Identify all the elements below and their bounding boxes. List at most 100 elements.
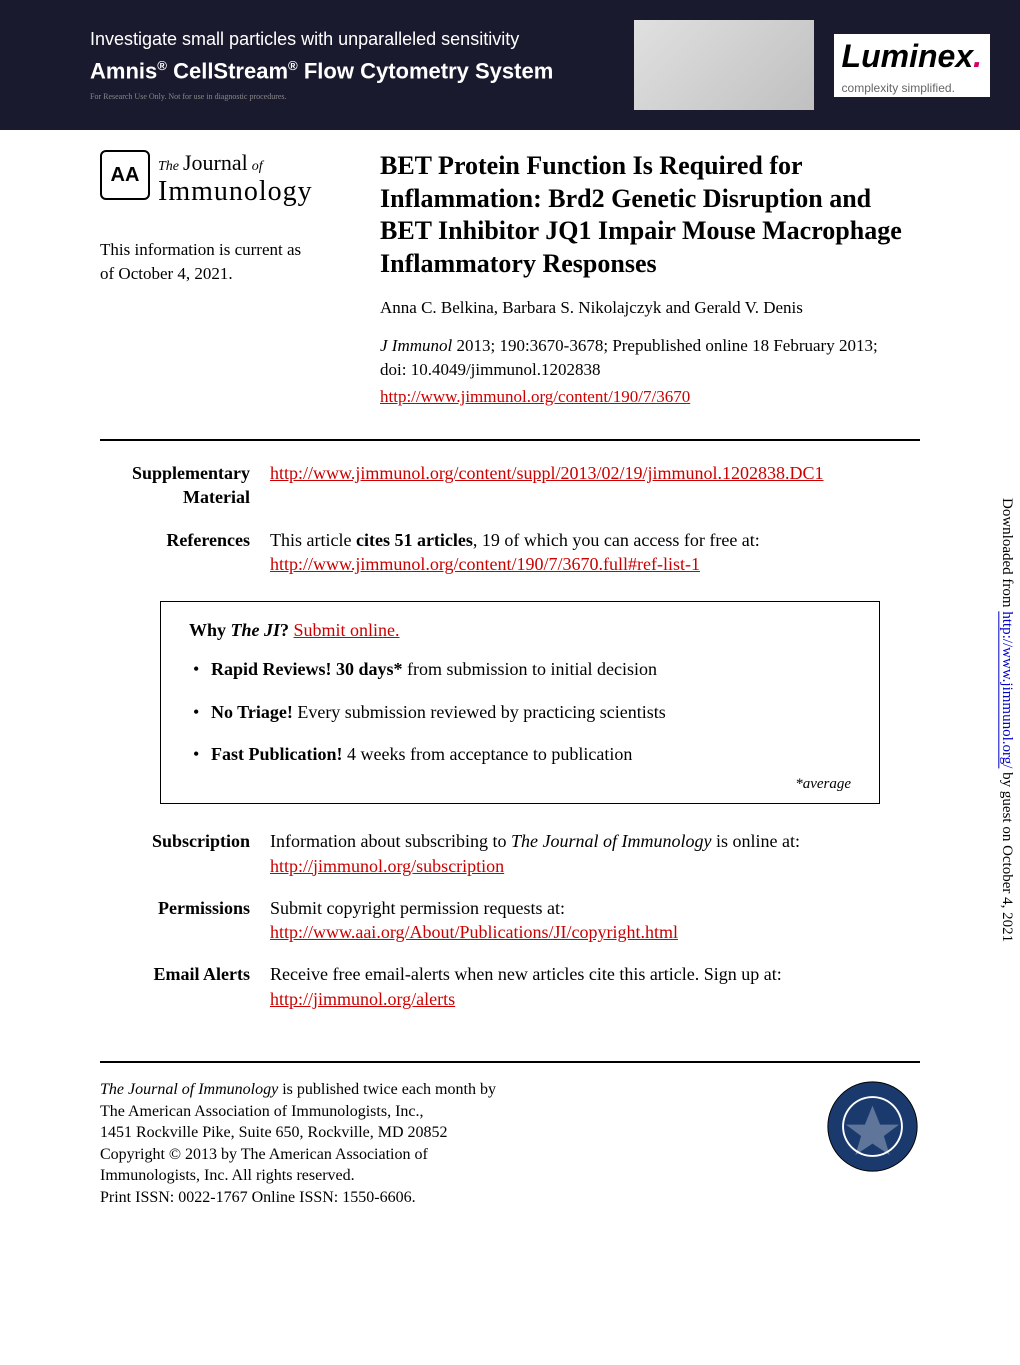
why2b: Every submission reviewed by practicing … <box>293 702 666 722</box>
banner-disclaimer: For Research Use Only. Not for use in di… <box>90 92 614 101</box>
article-url-link[interactable]: http://www.jimmunol.org/content/190/7/36… <box>380 385 920 409</box>
footer-l4: Copyright © 2013 by The American Associa… <box>100 1146 428 1163</box>
why-c: ? <box>280 620 289 640</box>
submit-online-link[interactable]: Submit online. <box>294 620 400 640</box>
sub-c: is online at: <box>711 831 800 851</box>
refs-b: cites 51 articles <box>356 530 473 550</box>
supplementary-link[interactable]: http://www.jimmunol.org/content/suppl/20… <box>270 463 824 483</box>
permissions-content: Submit copyright permission requests at:… <box>270 896 920 945</box>
title-column: BET Protein Function Is Required for Inf… <box>380 150 920 409</box>
logo-column: AA The Journal of Immunology This inform… <box>100 150 380 409</box>
brand-tagline: complexity simplified. <box>834 79 990 97</box>
perm-text: Submit copyright permission requests at: <box>270 898 565 918</box>
permissions-row: Permissions Submit copyright permission … <box>100 896 920 945</box>
references-label: References <box>100 528 270 577</box>
refs-c: , 19 of which you can access for free at… <box>473 530 760 550</box>
download-side-tab: Downloaded from http://www.jimmunol.org/… <box>994 490 1020 950</box>
footer-l6: Print ISSN: 0022-1767 Online ISSN: 1550-… <box>100 1189 416 1206</box>
supplementary-label: Supplementary Material <box>100 461 270 510</box>
supplementary-content: http://www.jimmunol.org/content/suppl/20… <box>270 461 920 510</box>
avg-text: average <box>803 776 851 792</box>
side-tab-link[interactable]: http://www.jimmunol.org/ <box>999 611 1015 768</box>
citation-rest: 2013; 190:3670-3678; Prepublished online… <box>452 336 877 355</box>
references-link[interactable]: http://www.jimmunol.org/content/190/7/36… <box>270 554 700 574</box>
journal-logo: AA The Journal of Immunology <box>100 150 380 208</box>
email-alerts-content: Receive free email-alerts when new artic… <box>270 962 920 1011</box>
citation-journal: J Immunol <box>380 336 452 355</box>
subscription-link[interactable]: http://jimmunol.org/subscription <box>270 856 504 876</box>
why-item-fast: Fast Publication! 4 weeks from acceptanc… <box>189 742 851 766</box>
references-row: References This article cites 51 article… <box>100 528 920 577</box>
brand-name: Luminex. <box>834 34 990 79</box>
refs-a: This article <box>270 530 356 550</box>
currency-info: This information is current as of Octobe… <box>100 238 380 286</box>
brand-text: Luminex <box>842 38 974 74</box>
why1b: from submission to initial decision <box>403 659 658 679</box>
banner-text: Investigate small particles with unparal… <box>90 29 614 101</box>
footer-l1b: is published twice each month by <box>278 1081 496 1098</box>
citation-doi: doi: 10.4049/jimmunol.1202838 <box>380 360 601 379</box>
why2a: No Triage! <box>211 702 293 722</box>
aai-seal-icon <box>825 1079 920 1174</box>
brand-logo: Luminex. complexity simplified. <box>834 34 990 97</box>
why-item-rapid: Rapid Reviews! 30 days* from submission … <box>189 657 851 681</box>
banner-brand-a: Amnis <box>90 58 157 83</box>
footer-l5: Immunologists, Inc. All rights reserved. <box>100 1167 355 1184</box>
banner-headline: Investigate small particles with unparal… <box>90 29 614 50</box>
footer-text: The Journal of Immunology is published t… <box>100 1079 795 1209</box>
brand-dot-icon: . <box>973 38 982 74</box>
why3a: Fast Publication! <box>211 744 343 764</box>
alerts-text: Receive free email-alerts when new artic… <box>270 964 782 984</box>
email-alerts-label: Email Alerts <box>100 962 270 1011</box>
logo-text: The Journal of Immunology <box>158 150 313 208</box>
banner-decoration <box>30 35 70 95</box>
ad-banner: Investigate small particles with unparal… <box>0 0 1020 130</box>
footer-divider <box>100 1061 920 1063</box>
why-b: The JI <box>231 620 281 640</box>
header-section: AA The Journal of Immunology This inform… <box>0 130 1020 419</box>
subscription-row: Subscription Information about subscribi… <box>100 829 920 878</box>
currency-line1: This information is current as <box>100 240 301 259</box>
banner-product-image <box>634 20 814 110</box>
email-alerts-link[interactable]: http://jimmunol.org/alerts <box>270 989 455 1009</box>
banner-product: Amnis® CellStream® Flow Cytometry System <box>90 58 614 84</box>
sub-b: The Journal of Immunology <box>511 831 711 851</box>
subscription-label: Subscription <box>100 829 270 878</box>
why-item-triage: No Triage! Every submission reviewed by … <box>189 700 851 724</box>
why3b: 4 weeks from acceptance to publication <box>343 744 633 764</box>
article-authors: Anna C. Belkina, Barbara S. Nikolajczyk … <box>380 296 920 320</box>
side-b: by guest on October 4, 2021 <box>999 768 1015 942</box>
avg-star: * <box>795 776 803 792</box>
article-citation: J Immunol 2013; 190:3670-3678; Prepublis… <box>380 334 920 409</box>
reg-mark: ® <box>157 58 167 73</box>
why1star: * <box>394 659 403 679</box>
logo-journal: Journal <box>183 150 248 175</box>
why1a: Rapid Reviews! 30 days <box>211 659 394 679</box>
logo-the: The <box>158 159 179 174</box>
footer-l2: The American Association of Immunologist… <box>100 1103 424 1120</box>
footer-l3: 1451 Rockville Pike, Suite 650, Rockvill… <box>100 1124 448 1141</box>
footer-section: The Journal of Immunology is published t… <box>100 1079 920 1209</box>
side-a: Downloaded from <box>999 498 1015 611</box>
reg-mark: ® <box>288 58 298 73</box>
currency-line2: of October 4, 2021. <box>100 264 233 283</box>
logo-of: of <box>252 159 263 174</box>
why-avg-note: *average <box>189 776 851 793</box>
footer-l1a: The Journal of Immunology <box>100 1081 278 1098</box>
banner-brand-b: CellStream <box>167 58 288 83</box>
why-ji-box: Why The JI? Submit online. Rapid Reviews… <box>160 601 880 804</box>
permissions-link[interactable]: http://www.aai.org/About/Publications/JI… <box>270 922 678 942</box>
supplementary-row: Supplementary Material http://www.jimmun… <box>100 461 920 510</box>
why-ji-title: Why The JI? Submit online. <box>189 620 851 641</box>
article-title: BET Protein Function Is Required for Inf… <box>380 150 920 280</box>
sub-a: Information about subscribing to <box>270 831 511 851</box>
why-a: Why <box>189 620 231 640</box>
subscription-content: Information about subscribing to The Jou… <box>270 829 920 878</box>
why-ji-list: Rapid Reviews! 30 days* from submission … <box>189 657 851 766</box>
divider <box>100 439 920 441</box>
logo-immunology: Immunology <box>158 176 313 207</box>
permissions-label: Permissions <box>100 896 270 945</box>
supp-label1: Supplementary <box>132 463 250 483</box>
email-alerts-row: Email Alerts Receive free email-alerts w… <box>100 962 920 1011</box>
references-content: This article cites 51 articles, 19 of wh… <box>270 528 920 577</box>
